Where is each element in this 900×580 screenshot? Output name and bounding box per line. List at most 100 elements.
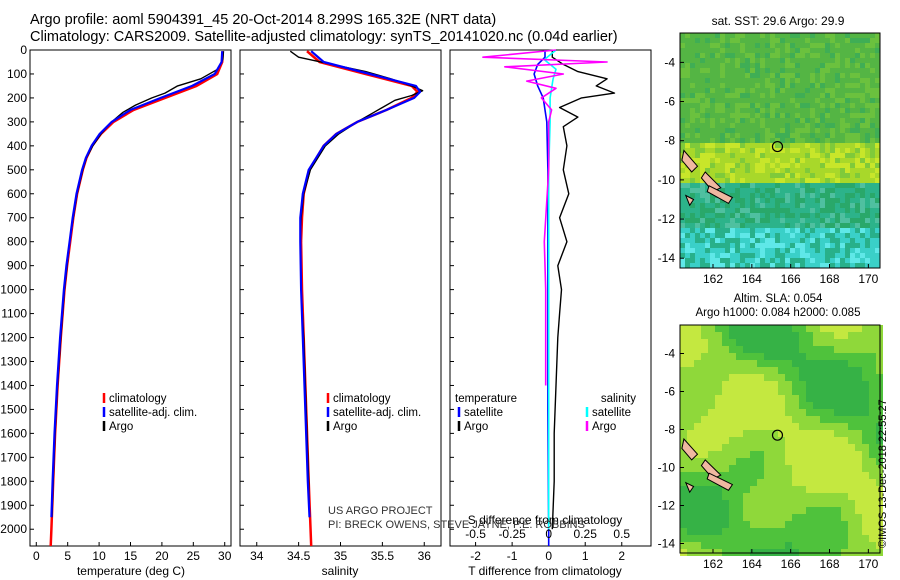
sst-cell — [725, 233, 730, 238]
sla-cell — [820, 528, 827, 535]
sst-cell — [775, 48, 780, 53]
sst-cell — [765, 238, 770, 243]
sst-cell — [850, 153, 855, 158]
sst-cell — [745, 53, 750, 58]
sla-cell — [764, 479, 771, 486]
sla-cell — [806, 507, 813, 514]
sla-cell — [806, 451, 813, 458]
sla-cell — [701, 437, 708, 444]
sst-cell — [705, 253, 710, 258]
sst-cell — [860, 248, 865, 253]
sst-cell — [770, 63, 775, 68]
sst-cell — [700, 163, 705, 168]
sst-cell — [775, 188, 780, 193]
sst-cell — [765, 178, 770, 183]
sst-cell — [790, 263, 795, 268]
sla-cell — [701, 542, 708, 549]
sla-cell — [869, 409, 876, 416]
sla-cell — [785, 360, 792, 367]
sst-cell — [825, 193, 830, 198]
sst-cell — [860, 98, 865, 103]
sst-cell — [805, 213, 810, 218]
sst-cell — [815, 43, 820, 48]
sst-cell — [860, 173, 865, 178]
sst-cell — [875, 183, 880, 188]
sla-cell — [792, 339, 799, 346]
sst-cell — [730, 98, 735, 103]
sst-cell — [865, 98, 870, 103]
sla-cell — [869, 353, 876, 360]
sla-cell — [708, 507, 715, 514]
sla-cell — [827, 528, 834, 535]
sla-cell — [848, 388, 855, 395]
sst-cell — [835, 88, 840, 93]
sst-cell — [810, 53, 815, 58]
sst-cell — [715, 153, 720, 158]
sla-cell — [792, 416, 799, 423]
sst-cell — [855, 173, 860, 178]
sst-cell — [705, 228, 710, 233]
sst-cell — [760, 223, 765, 228]
temp-diff-satellite-line — [533, 50, 550, 546]
sst-cell — [725, 203, 730, 208]
sla-cell — [820, 402, 827, 409]
sst-cell — [685, 118, 690, 123]
sla-cell — [743, 493, 750, 500]
sst-cell — [700, 263, 705, 268]
sst-cell — [805, 218, 810, 223]
sla-cell — [820, 332, 827, 339]
sla-cell — [834, 346, 841, 353]
sst-cell — [750, 213, 755, 218]
sst-cell — [860, 193, 865, 198]
sla-cell — [855, 423, 862, 430]
sla-cell — [862, 458, 869, 465]
sla-cell — [736, 423, 743, 430]
sst-cell — [855, 203, 860, 208]
sst-cell — [845, 58, 850, 63]
sst-cell — [860, 33, 865, 38]
sst-cell — [830, 133, 835, 138]
sst-cell — [850, 263, 855, 268]
sst-cell — [710, 208, 715, 213]
sst-cell — [845, 178, 850, 183]
sst-cell — [740, 63, 745, 68]
sst-cell — [840, 83, 845, 88]
sla-cell — [862, 381, 869, 388]
sst-cell — [740, 133, 745, 138]
sst-cell — [840, 93, 845, 98]
sst-cell — [735, 78, 740, 83]
sst-cell — [680, 108, 685, 113]
sla-cell — [722, 374, 729, 381]
sla-cell — [862, 528, 869, 535]
sst-cell — [795, 73, 800, 78]
sst-cell — [700, 58, 705, 63]
sst-cell — [815, 33, 820, 38]
sla-cell — [729, 493, 736, 500]
sst-cell — [750, 163, 755, 168]
sla-cell — [799, 381, 806, 388]
sla-cell — [701, 472, 708, 479]
sla-cell — [687, 458, 694, 465]
sst-cell — [870, 148, 875, 153]
sst-cell — [835, 38, 840, 43]
sst-cell — [710, 118, 715, 123]
sst-cell — [770, 178, 775, 183]
sst-cell — [805, 83, 810, 88]
sst-cell — [790, 238, 795, 243]
sst-cell — [710, 88, 715, 93]
sst-cell — [685, 128, 690, 133]
sst-cell — [865, 63, 870, 68]
sst-cell — [750, 158, 755, 163]
sst-cell — [865, 228, 870, 233]
sst-cell — [685, 78, 690, 83]
sla-cell — [799, 367, 806, 374]
sla-cell — [694, 444, 701, 451]
sla-cell — [785, 381, 792, 388]
sst-cell — [820, 83, 825, 88]
sst-cell — [745, 43, 750, 48]
sst-cell — [725, 78, 730, 83]
sst-cell — [855, 243, 860, 248]
sst-cell — [855, 158, 860, 163]
sst-cell — [710, 233, 715, 238]
sst-cell — [770, 263, 775, 268]
